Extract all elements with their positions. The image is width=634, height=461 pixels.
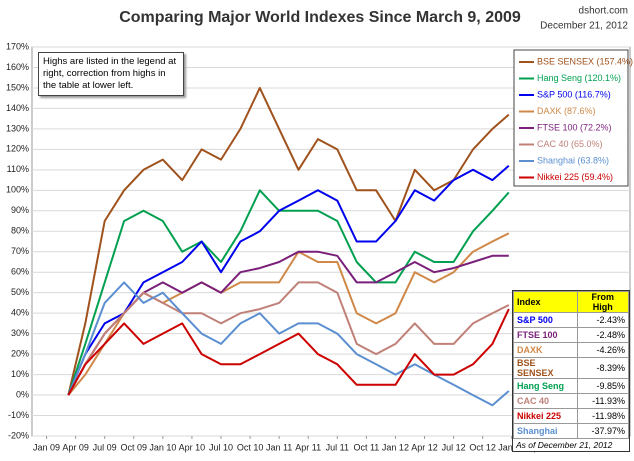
table-row: BSE SENSEX -8.39% [513,357,630,379]
y-tick-label: 50% [11,287,29,297]
x-tick-label: Oct 09 [121,442,148,452]
x-tick-label: Jul 11 [326,442,349,452]
from-high: -2.48% [576,327,630,343]
table-row: Hang Seng -9.85% [513,378,630,394]
y-tick-label: 80% [11,226,29,236]
legend-label: FTSE 100 (72.2%) [537,122,612,132]
legend-label: Nikkei 225 (59.4%) [537,172,613,182]
legend-label: CAC 40 (65.0%) [537,139,603,149]
table-header: Index From High [513,291,630,313]
x-tick-label: Apr 09 [62,442,89,452]
index-name: DAXK [513,342,578,358]
from-high: -11.93% [576,393,630,409]
from-high: -4.26% [576,342,630,358]
from-high: -2.43% [576,312,630,328]
y-tick-label: 30% [11,328,29,338]
series-line [67,164,510,396]
y-tick-label: 110% [7,164,29,174]
table-grid: Index From High S&P 500 -2.43% FTSE 100 -2.… [513,291,630,439]
y-tick-label: 0% [16,389,29,399]
index-name: CAC 40 [513,393,578,409]
x-tick-label: Jul 10 [209,442,233,452]
series-line [67,281,510,407]
date: December 21, 2012 [540,21,628,32]
series-line [67,308,510,396]
chart-title: Comparing Major World Indexes Since Marc… [119,9,521,26]
legend-label: DAXK (87.6%) [537,106,596,116]
y-tick-label: -20% [8,430,29,440]
index-name: Nikkei 225 [513,408,578,424]
x-tick-label: Jul 09 [93,442,117,452]
legend-label: BSE SENSEX (157.4%) [537,56,633,66]
from-high: -9.85% [576,378,630,394]
legend: BSE SENSEX (157.4%) Hang Seng (120.1%) S&P… [513,49,633,187]
lines [67,86,510,407]
x-tick-label: Jan 09 [33,442,60,452]
index-name: Hang Seng [513,378,578,394]
header-cell: Index [513,291,578,313]
y-tick-label: 130% [6,123,29,133]
table: Index From High S&P 500 -2.43% FTSE 100 -2.… [512,290,630,452]
series-line [67,189,510,396]
header-cell: From High [576,291,630,313]
x-tick-label: Apr 10 [179,442,206,452]
y-tick-label: 90% [11,205,29,215]
x-tick-label: Jan 12 [382,442,409,452]
y-tick-label: 140% [6,103,29,113]
x-tick-label: Oct 11 [353,442,379,452]
legend-label: Hang Seng (120.1%) [537,73,621,83]
y-tick-label: 120% [6,144,29,154]
from-high: -37.97% [576,423,630,439]
x-tick-label: Apr 11 [295,442,321,452]
legend-box [513,49,629,187]
y-tick-label: 170% [6,41,29,51]
x-tick-label: Jan 13 [498,442,525,452]
x-tick-label: Jul 12 [442,442,466,452]
from-high: -8.39% [576,357,630,379]
legend-label: Shanghai (63.8%) [537,155,609,165]
y-tick-label: -10% [8,410,29,420]
table-body: Index From High S&P 500 -2.43% FTSE 100 -2.… [513,291,630,439]
y-tick-label: 40% [11,308,29,318]
index-name: BSE SENSEX [513,357,578,379]
y-tick-label: 20% [11,348,29,358]
x-tick-label: Oct 12 [469,442,496,452]
y-tick-label: 150% [6,82,29,92]
x-tick-label: Oct 10 [237,442,264,452]
index-name: S&P 500 [513,312,578,328]
table-row: FTSE 100 -2.48% [513,327,630,343]
index-name: FTSE 100 [513,327,578,343]
x-tick-label: Jan 11 [266,442,292,452]
table-row: Nikkei 225 -11.98% [513,408,630,424]
y-tick-label: 60% [11,267,29,277]
series-line [67,86,510,396]
grid: -20% -10% 0% 10% 20% 30% 40% 50% 60% 70% 80% 90% 100… [6,41,630,452]
index-name: Shanghai [513,423,578,439]
table-row: DAXK -4.26% [513,342,630,358]
x-tick-label: Jan 10 [149,442,176,452]
table-row: S&P 500 -2.43% [513,312,630,328]
table-note: As of December 21, 2012 [516,440,613,450]
series-line [67,281,510,396]
y-tick-label: 10% [11,369,29,379]
y-tick-label: 70% [11,246,29,256]
table-row: Shanghai -37.97% [513,423,630,439]
x-tick-label: Apr 12 [411,442,438,452]
y-tick-label: 100% [6,185,29,195]
annotation: Highs are listed in the legend at right,… [38,52,184,96]
table-row: CAC 40 -11.93% [513,393,630,409]
from-high: -11.98% [576,408,630,424]
y-tick-label: 160% [6,62,29,72]
legend-label: S&P 500 (116.7%) [537,89,611,99]
source: dshort.com [579,6,628,17]
